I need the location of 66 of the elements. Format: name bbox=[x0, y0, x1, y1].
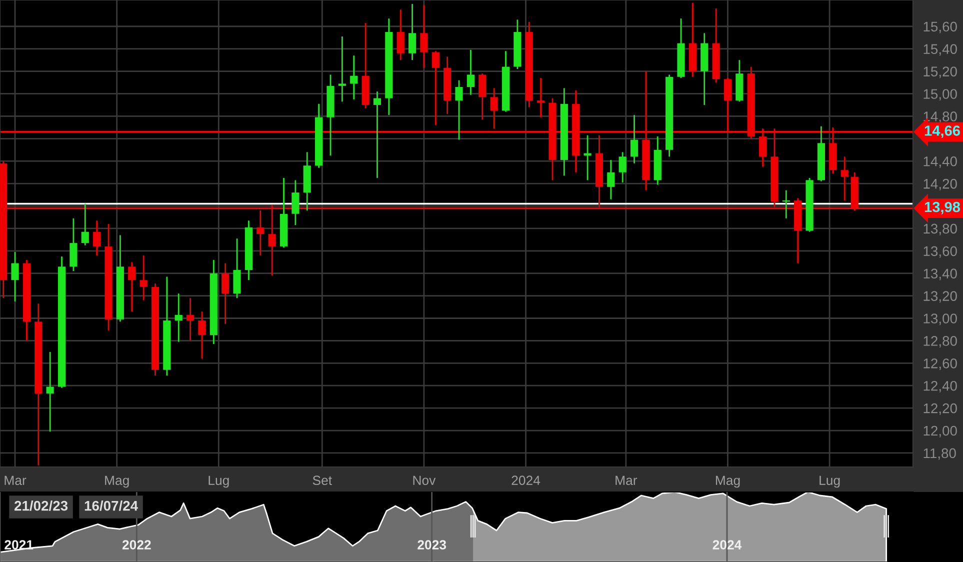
candlestick bbox=[256, 210, 264, 256]
candlestick bbox=[292, 179, 300, 226]
candlestick bbox=[724, 77, 732, 133]
candlestick bbox=[478, 72, 486, 120]
candlestick bbox=[198, 310, 206, 360]
y-tick-label: 11,80 bbox=[924, 448, 956, 460]
candlestick bbox=[466, 49, 474, 96]
candlestick bbox=[618, 151, 626, 184]
y-tick-label: 13,60 bbox=[924, 246, 957, 258]
x-tick-label: Mar bbox=[616, 476, 638, 486]
candlestick bbox=[174, 292, 182, 343]
x-tick-label: 2024 bbox=[512, 476, 540, 486]
candlestick bbox=[81, 203, 89, 246]
y-tick-label: 14,20 bbox=[924, 178, 957, 190]
y-tick-label: 12,60 bbox=[924, 358, 957, 370]
y-tick-label: 13,40 bbox=[924, 268, 957, 280]
candlestick bbox=[140, 254, 148, 301]
candlestick bbox=[338, 36, 346, 102]
candlestick bbox=[128, 261, 136, 312]
x-tick-label: Mag bbox=[716, 476, 740, 488]
y-tick-label: 15,40 bbox=[924, 44, 957, 56]
x-tick-label: Lug bbox=[820, 476, 840, 488]
annotation: 16/07/24 bbox=[84, 500, 138, 511]
candlestick bbox=[46, 351, 54, 432]
candlestick bbox=[840, 156, 848, 202]
candlestick bbox=[607, 159, 615, 200]
candlestick bbox=[455, 80, 463, 140]
x-tick-label: 2021 bbox=[4, 540, 34, 550]
candlestick bbox=[432, 50, 440, 126]
candlestick bbox=[268, 204, 276, 276]
y-tick-label: 13,00 bbox=[924, 314, 957, 326]
candlestick bbox=[758, 128, 767, 168]
y-tick-label: 15,00 bbox=[924, 89, 957, 101]
candlestick bbox=[396, 8, 404, 61]
x-tick-label: Set bbox=[312, 476, 332, 486]
candlestick bbox=[408, 3, 416, 61]
y-tick-label: 12,80 bbox=[924, 336, 957, 348]
y-tick-label: 12,00 bbox=[924, 426, 957, 438]
y-tick-label: 15,60 bbox=[924, 22, 957, 34]
y-tick-label: 13,80 bbox=[924, 224, 957, 236]
candlestick bbox=[222, 262, 230, 325]
y-tick-label: 13,20 bbox=[924, 291, 957, 303]
y-tick-label: 12,40 bbox=[924, 380, 957, 392]
candlestick bbox=[373, 90, 382, 179]
candlestick bbox=[584, 134, 592, 181]
candlestick bbox=[11, 251, 19, 302]
candlestick bbox=[630, 114, 638, 164]
x-tick-label: 2022 bbox=[122, 540, 151, 550]
y-tick-label: 12,20 bbox=[924, 403, 957, 415]
candlestick bbox=[70, 218, 78, 272]
x-tick-label: Nov bbox=[413, 476, 436, 486]
x-tick-label: 2023 bbox=[418, 540, 446, 550]
y-tick-label: 15,20 bbox=[924, 66, 957, 78]
y-tick-label: 14,40 bbox=[924, 156, 957, 168]
candlestick bbox=[233, 238, 241, 299]
candlestick bbox=[490, 87, 498, 130]
candlestick bbox=[93, 220, 101, 256]
candlestick bbox=[350, 54, 358, 100]
annotation: 21/02/23 bbox=[14, 500, 68, 511]
candlestick bbox=[420, 4, 428, 69]
ref-line-label: 13,98 bbox=[924, 202, 960, 214]
candlestick bbox=[186, 297, 194, 342]
x-tick-label: Lug bbox=[208, 476, 229, 488]
ref-line-label: 14,66 bbox=[924, 125, 960, 138]
x-tick-label: Mag bbox=[105, 476, 129, 488]
x-tick-label: Mar bbox=[4, 476, 26, 486]
